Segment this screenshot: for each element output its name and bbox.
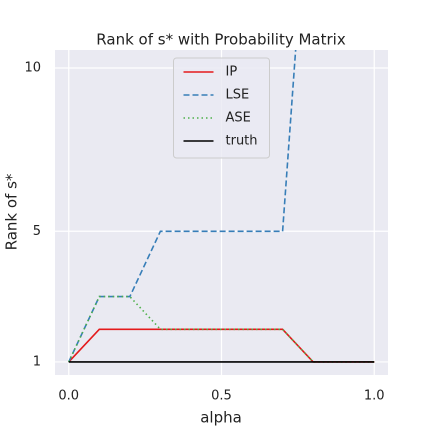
x-tick-label: 0.5 <box>211 389 232 404</box>
x-axis-label: alpha <box>200 409 242 427</box>
y-tick-label: 10 <box>24 60 41 75</box>
series-line <box>68 50 297 363</box>
chart-title: Rank of s* with Probability Matrix <box>96 31 346 49</box>
x-tick-label: 1.0 <box>364 389 385 404</box>
legend-label: LSE <box>226 88 250 103</box>
legend-label: IP <box>226 65 238 80</box>
y-tick-label: 1 <box>33 354 41 369</box>
x-tick-label: 0.0 <box>58 389 79 404</box>
legend-label: truth <box>226 134 258 149</box>
legend-box <box>173 57 270 159</box>
y-tick-label: 5 <box>33 224 41 239</box>
y-axis-label: Rank of s* <box>3 173 21 250</box>
legend-label: ASE <box>226 111 251 126</box>
